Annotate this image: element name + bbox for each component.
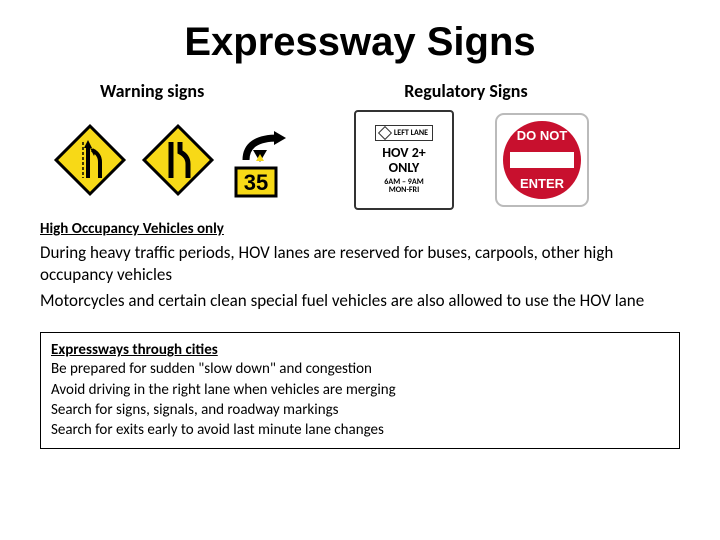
hov-main-text: HOV 2+ ONLY <box>382 145 426 176</box>
svg-text:DO NOT: DO NOT <box>517 128 568 143</box>
regulatory-label: Regulatory Signs <box>404 80 527 102</box>
hov-top-label: LEFT LANE <box>394 128 428 138</box>
diamond-icon <box>378 126 392 140</box>
hov-bottom-text: 6AM – 9AM MON-FRI <box>384 178 423 196</box>
regulatory-sign-do-not-enter: DO NOT ENTER <box>492 110 592 210</box>
signs-row: 35 LEFT LANE HOV 2+ ONLY 6AM – 9AM MON-F… <box>40 110 680 210</box>
warning-sign-merge <box>50 120 130 200</box>
svg-text:ENTER: ENTER <box>520 176 565 191</box>
warning-sign-speed-curve: 35 <box>226 120 306 200</box>
hov-para1: During heavy traffic periods, HOV lanes … <box>40 242 680 286</box>
hov-heading: High Occupancy Vehicles only <box>40 220 680 238</box>
hov-line2: ONLY <box>382 160 426 175</box>
hov-days: MON-FRI <box>384 186 423 195</box>
hov-top-row: LEFT LANE <box>375 125 433 141</box>
warning-label: Warning signs <box>100 80 204 102</box>
page-title: Expressway Signs <box>40 20 680 65</box>
svg-text:35: 35 <box>244 170 268 195</box>
hov-para2: Motorcycles and certain clean special fu… <box>40 290 680 312</box>
box-line: Search for exits early to avoid last min… <box>51 420 669 440</box>
box-line: Be prepared for sudden "slow down" and c… <box>51 359 669 379</box>
warning-sign-narrows <box>138 120 218 200</box>
expressways-box: Expressways through cities Be prepared f… <box>40 332 680 449</box>
box-line: Avoid driving in the right lane when veh… <box>51 380 669 400</box>
box-line: Search for signs, signals, and roadway m… <box>51 400 669 420</box>
hov-line1: HOV 2+ <box>382 145 426 160</box>
labels-row: Warning signs Regulatory Signs <box>40 80 680 102</box>
box-heading: Expressways through cities <box>51 341 669 359</box>
regulatory-sign-hov: LEFT LANE HOV 2+ ONLY 6AM – 9AM MON-FRI <box>354 110 454 210</box>
